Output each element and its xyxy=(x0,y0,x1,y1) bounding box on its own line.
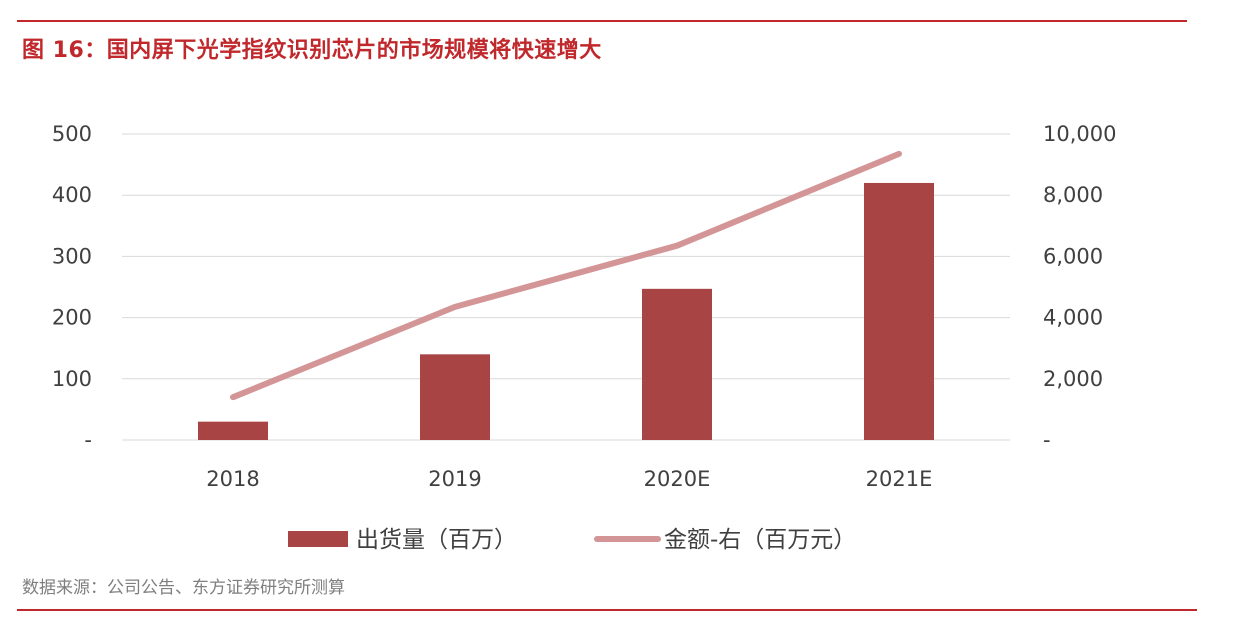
y-left-tick-label: 400 xyxy=(52,183,92,207)
bottom-rule xyxy=(17,609,1197,611)
x-tick-label: 2019 xyxy=(428,467,481,491)
legend-line-label: 金额-右（百万元） xyxy=(664,527,856,553)
legend: 出货量（百万） 金额-右（百万元） xyxy=(288,527,856,553)
bar xyxy=(642,288,712,440)
y-right-tick-label: 10,000 xyxy=(1043,122,1116,146)
y-right-tick-label: 2,000 xyxy=(1043,367,1103,391)
legend-bar-label: 出货量（百万） xyxy=(356,527,517,553)
bar-series xyxy=(198,182,934,440)
y-left-tick-label: 200 xyxy=(52,306,92,330)
x-tick-label: 2021E xyxy=(866,467,933,491)
x-tick-label: 2018 xyxy=(206,467,259,491)
x-tick-label: 2020E xyxy=(644,467,711,491)
figure-title: 图 16：国内屏下光学指纹识别芯片的市场规模将快速增大 xyxy=(22,38,602,63)
legend-bar-swatch xyxy=(288,531,348,547)
line-series-path xyxy=(230,150,902,401)
bar xyxy=(420,354,490,440)
y-right-tick-label: - xyxy=(1043,428,1051,452)
y-left-tick-label: 500 xyxy=(52,122,92,146)
y-right-tick-label: 4,000 xyxy=(1043,306,1103,330)
y-left-tick-label: 100 xyxy=(52,367,92,391)
y-left-tick-label: 300 xyxy=(52,244,92,268)
combo-chart: - - 100 2,000 200 4,000 300 6,000 400 8,000 500 10,… xyxy=(52,122,1117,553)
top-rule xyxy=(17,20,1187,22)
axis-labels: - - 100 2,000 200 4,000 300 6,000 400 8,000 500 10,… xyxy=(52,122,1117,491)
bar xyxy=(864,182,934,440)
y-right-tick-label: 8,000 xyxy=(1043,183,1103,207)
y-left-tick-label: - xyxy=(84,428,92,452)
source-note: 数据来源：公司公告、东方证券研究所测算 xyxy=(22,578,345,598)
bar xyxy=(198,421,268,440)
gridlines xyxy=(122,133,1010,441)
y-right-tick-label: 6,000 xyxy=(1043,244,1103,268)
line-series xyxy=(230,150,902,401)
